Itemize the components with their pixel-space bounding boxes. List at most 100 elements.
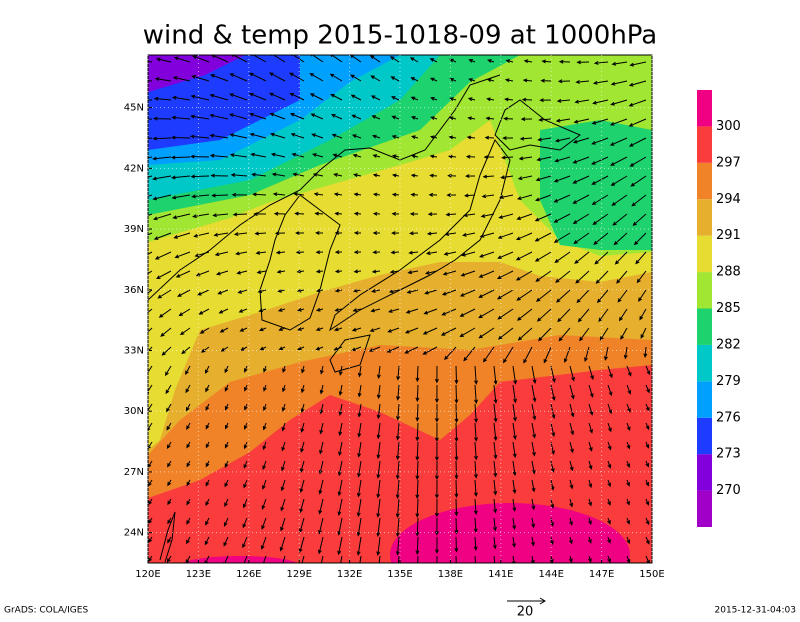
wind-arrow bbox=[492, 536, 497, 550]
wind-arrow bbox=[357, 441, 362, 458]
wind-arrow bbox=[219, 327, 229, 333]
title: wind & temp 2015-1018-09 at 1000hPa bbox=[143, 21, 658, 51]
wind-arrow bbox=[372, 173, 381, 178]
wind-arrow bbox=[617, 289, 628, 303]
wind-arrow bbox=[588, 365, 594, 380]
wind-arrow bbox=[318, 479, 324, 495]
wind-arrow bbox=[205, 422, 210, 430]
wind-arrow bbox=[454, 441, 459, 461]
wind-arrow bbox=[314, 211, 324, 216]
wind-arrow bbox=[337, 536, 343, 556]
wind-arrow bbox=[500, 175, 514, 180]
wind-arrow bbox=[531, 517, 536, 529]
colorbar-label: 291 bbox=[716, 228, 741, 243]
wind-arrow bbox=[262, 403, 267, 412]
wind-arrow bbox=[281, 422, 286, 432]
wind-arrow bbox=[531, 403, 537, 421]
wind-arrow bbox=[281, 403, 286, 412]
wind-arrow bbox=[415, 536, 420, 555]
wind-arrow bbox=[454, 422, 459, 443]
wind-arrow bbox=[252, 192, 267, 197]
colorbar-swatch bbox=[697, 490, 712, 527]
wind-arrow bbox=[415, 479, 420, 500]
wind-arrow bbox=[588, 403, 594, 416]
wind-arrow bbox=[299, 498, 305, 514]
wind-arrow bbox=[357, 422, 362, 438]
wind-arrow bbox=[448, 116, 457, 121]
wind-arrow bbox=[262, 460, 267, 470]
wind-arrow bbox=[167, 536, 172, 544]
wind-arrow bbox=[467, 97, 476, 102]
wind-arrow bbox=[645, 460, 650, 468]
colorbar-swatch bbox=[697, 235, 712, 273]
wind-arrow bbox=[569, 403, 575, 418]
colorbar-swatch bbox=[697, 272, 712, 309]
wind-arrow bbox=[371, 115, 381, 120]
wind-arrow bbox=[645, 479, 650, 487]
wind-arrow bbox=[261, 517, 267, 530]
wind-arrow bbox=[192, 213, 210, 219]
wind-arrow bbox=[312, 172, 324, 177]
wind-arrow bbox=[148, 232, 153, 236]
wind-arrow bbox=[261, 498, 267, 510]
wind-arrow bbox=[338, 365, 343, 376]
wind-arrow bbox=[410, 96, 419, 101]
wind-arrow bbox=[474, 441, 478, 461]
colorbar-swatch bbox=[697, 381, 712, 418]
wind-arrow bbox=[517, 327, 533, 341]
wind-arrow bbox=[275, 250, 286, 255]
wind-arrow bbox=[618, 308, 628, 322]
wind-arrow bbox=[440, 327, 457, 336]
wind-arrow bbox=[292, 172, 305, 177]
wind-arrow bbox=[487, 59, 495, 63]
wind-arrow bbox=[497, 289, 514, 300]
wind-arrow bbox=[315, 327, 324, 331]
wind-arrow bbox=[397, 555, 400, 563]
wind-arrow bbox=[334, 250, 343, 255]
wind-arrow bbox=[148, 137, 153, 139]
wind-arrow bbox=[468, 78, 476, 82]
wind-arrow bbox=[340, 555, 343, 563]
wind-arrow bbox=[610, 156, 628, 166]
wind-arrow bbox=[588, 422, 593, 434]
wind-arrow bbox=[572, 156, 590, 164]
wind-arrow bbox=[569, 460, 574, 472]
wind-arrow bbox=[584, 346, 590, 363]
wind-arrow bbox=[463, 213, 476, 218]
wind-arrow bbox=[609, 118, 628, 126]
wind-arrow bbox=[297, 346, 305, 351]
colorbar: 270 273 276 279 282 285 288 291 294 297 300 bbox=[697, 90, 741, 527]
wind-arrow bbox=[279, 536, 286, 552]
wind-arrow bbox=[281, 441, 286, 452]
lon-tick-label: 126E bbox=[236, 569, 261, 580]
wind-arrow bbox=[224, 441, 229, 449]
wind-arrow bbox=[479, 232, 495, 238]
wind-arrow bbox=[281, 460, 286, 472]
wind-arrow bbox=[422, 327, 438, 335]
wind-arrow bbox=[224, 479, 229, 488]
wind-arrow bbox=[556, 98, 571, 103]
wind-arrow bbox=[262, 441, 267, 451]
wind-arrow bbox=[531, 365, 537, 384]
wind-arrow bbox=[185, 384, 191, 394]
wind-arrow bbox=[591, 156, 609, 165]
wind-arrow bbox=[156, 270, 172, 280]
wind-arrow bbox=[243, 460, 248, 469]
colorbar-label: 294 bbox=[716, 192, 741, 207]
lat-tick-label: 30N bbox=[124, 406, 144, 417]
wind-arrow bbox=[175, 270, 191, 278]
wind-arrow bbox=[233, 232, 248, 237]
wind-arrow bbox=[186, 498, 191, 506]
wind-arrow bbox=[607, 555, 611, 563]
wind-arrow bbox=[251, 172, 267, 177]
wind-arrow bbox=[376, 384, 381, 400]
wind-arrow bbox=[626, 422, 631, 432]
wind-arrow bbox=[158, 308, 172, 318]
wind-arrow bbox=[573, 232, 590, 245]
wind-arrow bbox=[474, 384, 479, 405]
wind-arrow bbox=[415, 384, 420, 403]
lon-tick-label: 138E bbox=[438, 569, 463, 580]
wind-arrow bbox=[166, 422, 172, 431]
wind-arrow bbox=[497, 251, 514, 259]
wind-arrow bbox=[410, 154, 419, 159]
